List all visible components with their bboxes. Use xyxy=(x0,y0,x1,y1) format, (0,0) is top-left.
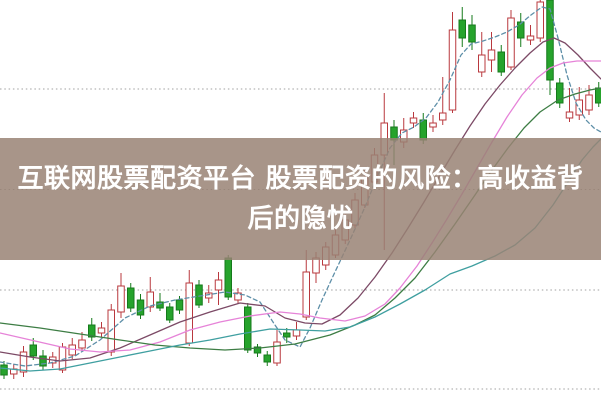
article-title-line2: 后的隐忧 xyxy=(247,204,354,234)
candles xyxy=(0,0,601,379)
article-title-line1: 互联网股票配资平台 股票配资的风险：高收益背 xyxy=(17,164,584,194)
title-overlay-band: 互联网股票配资平台 股票配资的风险：高收益背 后的隐忧 xyxy=(0,138,601,260)
